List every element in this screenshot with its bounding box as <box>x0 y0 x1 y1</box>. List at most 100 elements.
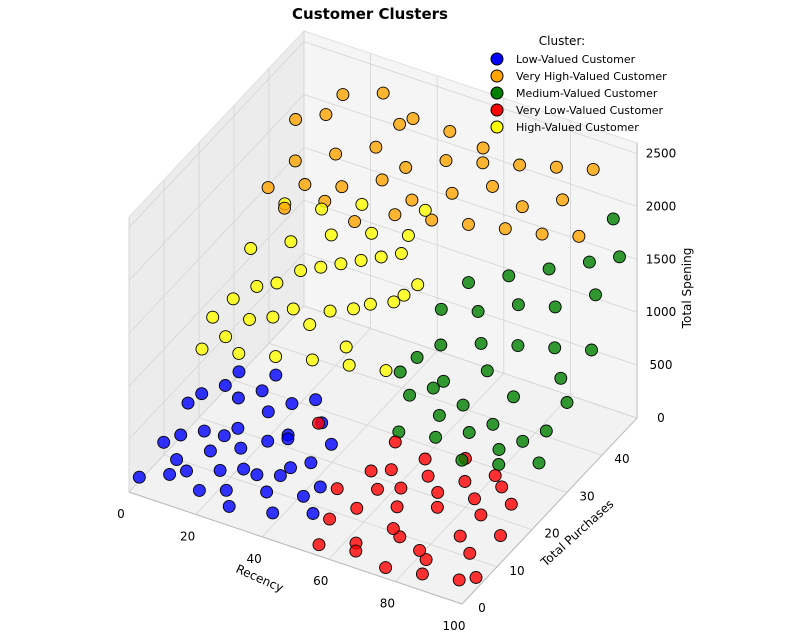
point-low-valued-customer <box>195 387 209 401</box>
point-low-valued-customer <box>237 462 251 476</box>
point-very-low-valued-customer <box>379 561 393 575</box>
point-very-low-valued-customer <box>364 464 378 478</box>
point-high-valued-customer <box>365 226 379 240</box>
point-very-high-valued-customer <box>348 215 362 229</box>
point-very-high-valued-customer <box>405 193 419 207</box>
x-tick-label: 100 <box>443 619 466 633</box>
point-high-valued-customer <box>284 235 298 249</box>
point-low-valued-customer <box>222 499 236 513</box>
point-medium-valued-customer <box>542 262 556 276</box>
y-tick-label: 10 <box>509 564 524 578</box>
x-tick-label: 60 <box>313 574 328 588</box>
y-axis-line <box>461 417 638 605</box>
z-tick-label: 500 <box>650 358 673 372</box>
point-high-valued-customer <box>397 288 411 302</box>
point-low-valued-customer <box>181 396 195 410</box>
point-very-high-valued-customer <box>399 161 413 174</box>
point-medium-valued-customer <box>474 336 488 350</box>
point-very-high-valued-customer <box>549 160 563 174</box>
legend-marker <box>490 86 504 100</box>
point-very-low-valued-customer <box>349 544 363 558</box>
point-very-high-valued-customer <box>443 124 457 138</box>
y-tick-label: 20 <box>544 527 559 541</box>
point-medium-valued-customer <box>502 269 516 283</box>
x-tick-label: 40 <box>247 552 262 566</box>
legend-marker <box>490 69 504 83</box>
z-tick-label: 2500 <box>646 147 677 161</box>
point-very-low-valued-customer <box>415 567 429 581</box>
point-very-high-valued-customer <box>462 217 475 231</box>
point-low-valued-customer <box>218 379 232 392</box>
grid-z-back <box>303 305 638 419</box>
x-axis-line <box>128 491 463 605</box>
point-medium-valued-customer <box>492 443 506 456</box>
point-low-valued-customer <box>180 464 193 478</box>
point-low-valued-customer <box>273 469 287 483</box>
point-medium-valued-customer <box>432 408 446 422</box>
point-low-valued-customer <box>170 453 184 467</box>
point-very-low-valued-customer <box>488 469 502 483</box>
point-very-high-valued-customer <box>369 140 383 154</box>
data-points <box>132 86 626 587</box>
point-very-high-valued-customer <box>556 193 569 207</box>
point-medium-valued-customer <box>455 453 469 467</box>
point-medium-valued-customer <box>613 250 626 264</box>
point-medium-valued-customer <box>492 458 506 471</box>
legend-label: Low-Valued Customer <box>516 53 636 66</box>
point-high-valued-customer <box>270 276 284 290</box>
point-very-low-valued-customer <box>469 571 483 584</box>
point-very-high-valued-customer <box>278 201 291 215</box>
point-low-valued-customer <box>261 405 275 419</box>
legend: Cluster: Low-Valued Customer Very High-Va… <box>490 34 667 134</box>
point-low-valued-customer <box>309 393 323 407</box>
point-very-high-valued-customer <box>586 162 600 176</box>
point-very-low-valued-customer <box>495 480 509 494</box>
point-very-high-valued-customer <box>393 117 407 131</box>
point-very-high-valued-customer <box>445 186 459 200</box>
grid-x-floor <box>195 328 371 515</box>
point-very-low-valued-customer <box>312 416 325 430</box>
point-very-low-valued-customer <box>463 546 477 560</box>
tick-labels: 0204060801000102030400500100015002000250… <box>117 147 676 633</box>
point-very-high-valued-customer <box>439 154 453 168</box>
legend-label: Very High-Valued Customer <box>516 70 667 83</box>
legend-title: Cluster: <box>539 34 585 48</box>
point-very-low-valued-customer <box>388 435 402 449</box>
point-very-high-valued-customer <box>319 108 333 122</box>
point-very-high-valued-customer <box>289 113 303 126</box>
point-low-valued-customer <box>260 485 274 499</box>
point-very-high-valued-customer <box>329 147 343 161</box>
point-low-valued-customer <box>231 391 245 405</box>
point-high-valued-customer <box>363 297 377 311</box>
point-very-low-valued-customer <box>384 463 398 477</box>
grid-z-left <box>128 199 305 387</box>
point-very-low-valued-customer <box>430 500 444 514</box>
point-medium-valued-customer <box>426 381 440 395</box>
point-high-valued-customer <box>354 253 368 267</box>
point-high-valued-customer <box>294 264 308 278</box>
legend-label: Very Low-Valued Customer <box>516 104 664 117</box>
point-high-valued-customer <box>206 310 220 324</box>
point-medium-valued-customer <box>393 365 407 379</box>
point-very-high-valued-customer <box>535 227 549 241</box>
point-very-low-valued-customer <box>421 469 435 483</box>
point-high-valued-customer <box>219 330 233 344</box>
point-very-low-valued-customer <box>350 501 364 515</box>
point-medium-valued-customer <box>480 364 494 378</box>
point-very-high-valued-customer <box>572 229 586 243</box>
point-high-valued-customer <box>250 279 264 293</box>
point-very-low-valued-customer <box>468 492 481 506</box>
point-medium-valued-customer <box>434 338 448 352</box>
point-very-high-valued-customer <box>486 179 499 193</box>
point-medium-valued-customer <box>606 212 620 226</box>
point-medium-valued-customer <box>434 302 448 316</box>
point-very-low-valued-customer <box>504 497 518 511</box>
point-medium-valued-customer <box>507 390 520 404</box>
y-tick-label: 40 <box>614 452 629 466</box>
point-low-valued-customer <box>304 456 318 470</box>
point-high-valued-customer <box>347 302 360 316</box>
grid-z-back <box>303 252 638 366</box>
point-low-valued-customer <box>306 507 320 520</box>
y-tick-label: 30 <box>579 489 594 503</box>
axis-lines <box>128 143 638 605</box>
